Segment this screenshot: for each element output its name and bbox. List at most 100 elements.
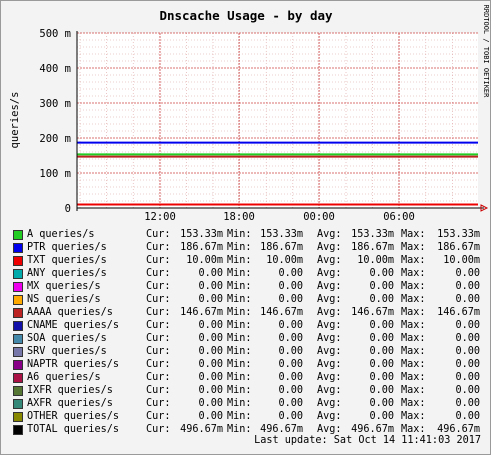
min-value: 0.00 xyxy=(278,359,303,370)
legend-row: ANY queries/s Cur: 0.00 Min: 0.00 Avg: 0.00 Max… xyxy=(12,267,487,280)
cur-label: Cur: xyxy=(146,255,171,266)
legend-swatch xyxy=(13,373,23,383)
max-label: Max: xyxy=(401,333,426,344)
max-value: 0.00 xyxy=(455,411,480,422)
avg-value: 0.00 xyxy=(369,398,394,409)
legend-swatch xyxy=(13,282,23,292)
legend-row: CNAME queries/s Cur: 0.00 Min: 0.00 Avg: 0.00 M… xyxy=(12,319,487,332)
cur-label: Cur: xyxy=(146,229,171,240)
legend-label: ANY queries/s xyxy=(27,268,107,279)
max-label: Max: xyxy=(401,255,426,266)
cur-value: 0.00 xyxy=(198,398,223,409)
cur-label: Cur: xyxy=(146,411,171,422)
legend-swatch xyxy=(13,334,23,344)
avg-label: Avg: xyxy=(317,281,342,292)
avg-value: 146.67m xyxy=(351,307,394,318)
max-label: Max: xyxy=(401,385,426,396)
avg-value: 0.00 xyxy=(369,320,394,331)
min-label: Min: xyxy=(227,294,252,305)
cur-label: Cur: xyxy=(146,242,171,253)
max-value: 0.00 xyxy=(455,359,480,370)
legend-label: NS queries/s xyxy=(27,294,101,305)
cur-value: 0.00 xyxy=(198,346,223,357)
max-label: Max: xyxy=(401,307,426,318)
side-label: RRDTOOL / TOBI OETIKER xyxy=(482,5,490,99)
max-label: Max: xyxy=(401,229,426,240)
avg-label: Avg: xyxy=(317,411,342,422)
min-value: 186.67m xyxy=(260,242,303,253)
cur-value: 0.00 xyxy=(198,268,223,279)
max-value: 0.00 xyxy=(455,333,480,344)
legend-swatch xyxy=(13,269,23,279)
min-value: 0.00 xyxy=(278,281,303,292)
min-value: 0.00 xyxy=(278,320,303,331)
min-value: 0.00 xyxy=(278,411,303,422)
min-label: Min: xyxy=(227,424,252,435)
cur-value: 0.00 xyxy=(198,320,223,331)
cur-label: Cur: xyxy=(146,359,171,370)
max-label: Max: xyxy=(401,346,426,357)
avg-label: Avg: xyxy=(317,385,342,396)
y-tick-label: 400 m xyxy=(39,63,71,75)
legend-swatch xyxy=(13,412,23,422)
legend: A queries/s Cur: 153.33m Min: 153.33m Avg: 153… xyxy=(12,228,487,436)
y-tick-label: 500 m xyxy=(39,28,71,40)
cur-value: 153.33m xyxy=(180,229,223,240)
min-label: Min: xyxy=(227,372,252,383)
avg-label: Avg: xyxy=(317,255,342,266)
min-label: Min: xyxy=(227,385,252,396)
avg-label: Avg: xyxy=(317,424,342,435)
avg-label: Avg: xyxy=(317,229,342,240)
avg-label: Avg: xyxy=(317,307,342,318)
max-value: 186.67m xyxy=(437,242,480,253)
cur-label: Cur: xyxy=(146,398,171,409)
legend-swatch xyxy=(13,243,23,253)
legend-row: PTR queries/s Cur: 186.67m Min: 186.67m Avg: 1… xyxy=(12,241,487,254)
max-label: Max: xyxy=(401,372,426,383)
cur-value: 0.00 xyxy=(198,372,223,383)
avg-value: 186.67m xyxy=(351,242,394,253)
cur-value: 10.00m xyxy=(186,255,223,266)
plot-area xyxy=(77,33,478,208)
cur-value: 0.00 xyxy=(198,294,223,305)
max-value: 0.00 xyxy=(455,320,480,331)
y-tick-label: 300 m xyxy=(39,98,71,110)
legend-row: NS queries/s Cur: 0.00 Min: 0.00 Avg: 0.00 Max:… xyxy=(12,293,487,306)
x-tick-label: 06:00 xyxy=(383,211,415,223)
min-value: 0.00 xyxy=(278,294,303,305)
max-label: Max: xyxy=(401,294,426,305)
cur-label: Cur: xyxy=(146,294,171,305)
min-label: Min: xyxy=(227,281,252,292)
min-value: 0.00 xyxy=(278,333,303,344)
max-label: Max: xyxy=(401,411,426,422)
legend-label: SOA queries/s xyxy=(27,333,107,344)
min-value: 0.00 xyxy=(278,346,303,357)
min-value: 0.00 xyxy=(278,268,303,279)
legend-label: TOTAL queries/s xyxy=(27,424,120,435)
legend-swatch xyxy=(13,321,23,331)
legend-label: CNAME queries/s xyxy=(27,320,120,331)
x-tick-label: 12:00 xyxy=(144,211,176,223)
avg-label: Avg: xyxy=(317,346,342,357)
y-tick-label: 0 xyxy=(65,203,71,215)
cur-value: 146.67m xyxy=(180,307,223,318)
cur-value: 0.00 xyxy=(198,385,223,396)
avg-value: 0.00 xyxy=(369,411,394,422)
chart-title: Dnscache Usage - by day xyxy=(159,8,333,23)
min-value: 0.00 xyxy=(278,385,303,396)
legend-label: AAAA queries/s xyxy=(27,307,113,318)
min-value: 0.00 xyxy=(278,372,303,383)
last-update: Last update: Sat Oct 14 11:41:03 2017 xyxy=(254,435,481,446)
legend-label: SRV queries/s xyxy=(27,346,107,357)
cur-label: Cur: xyxy=(146,333,171,344)
cur-value: 496.67m xyxy=(180,424,223,435)
min-label: Min: xyxy=(227,333,252,344)
max-value: 10.00m xyxy=(443,255,480,266)
max-value: 0.00 xyxy=(455,372,480,383)
cur-label: Cur: xyxy=(146,281,171,292)
max-value: 146.67m xyxy=(437,307,480,318)
max-label: Max: xyxy=(401,320,426,331)
legend-swatch xyxy=(13,256,23,266)
legend-row: MX queries/s Cur: 0.00 Min: 0.00 Avg: 0.00 Max:… xyxy=(12,280,487,293)
